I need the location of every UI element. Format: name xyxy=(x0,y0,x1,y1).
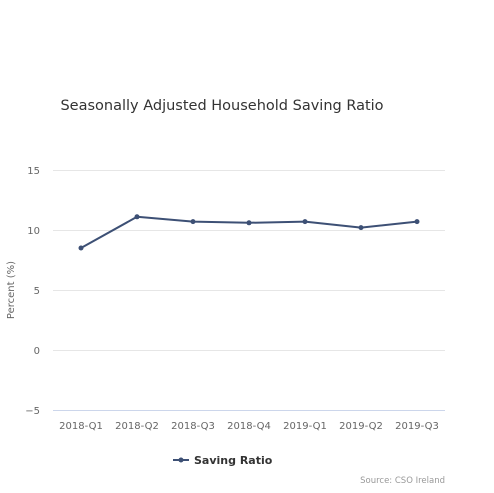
y-axis-title: Percent (%) xyxy=(6,261,17,319)
y-axis-tick-labels: −5 0 5 10 15 xyxy=(25,166,40,417)
x-tick-label: 2018-Q4 xyxy=(227,421,271,432)
x-tick-label: 2019-Q1 xyxy=(283,421,327,432)
x-tick-label: 2019-Q2 xyxy=(339,421,383,432)
x-axis-tick-labels: 2018-Q1 2018-Q2 2018-Q3 2018-Q4 2019-Q1 2019-… xyxy=(59,421,439,432)
y-tick-label: 15 xyxy=(27,166,40,177)
legend-marker-icon xyxy=(178,457,184,463)
series-saving-ratio xyxy=(78,214,420,251)
x-tick-label: 2019-Q3 xyxy=(395,421,439,432)
chart-credit[interactable]: Source: CSO Ireland xyxy=(360,476,445,486)
data-point[interactable] xyxy=(190,219,196,225)
chart-title: Seasonally Adjusted Household Saving Rat… xyxy=(60,98,383,114)
x-tick-label: 2018-Q1 xyxy=(59,421,103,432)
y-tick-label: 0 xyxy=(34,346,40,357)
data-point[interactable] xyxy=(414,219,420,225)
legend-label-saving-ratio: Saving Ratio xyxy=(194,454,273,467)
x-tick-label: 2018-Q2 xyxy=(115,421,159,432)
legend[interactable]: Saving Ratio xyxy=(173,454,273,467)
y-tick-label: −5 xyxy=(25,406,40,417)
data-point[interactable] xyxy=(246,220,252,226)
x-tick-label: 2018-Q3 xyxy=(171,421,215,432)
data-point[interactable] xyxy=(78,245,84,251)
gridlines xyxy=(53,170,445,411)
data-point[interactable] xyxy=(302,219,308,225)
data-point[interactable] xyxy=(358,225,364,231)
y-tick-label: 5 xyxy=(34,286,40,297)
y-tick-label: 10 xyxy=(27,226,40,237)
data-point[interactable] xyxy=(134,214,140,220)
